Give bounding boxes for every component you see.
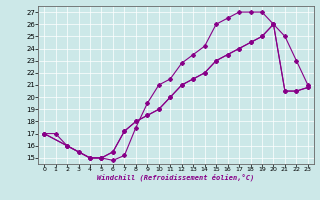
X-axis label: Windchill (Refroidissement éolien,°C): Windchill (Refroidissement éolien,°C)	[97, 174, 255, 181]
